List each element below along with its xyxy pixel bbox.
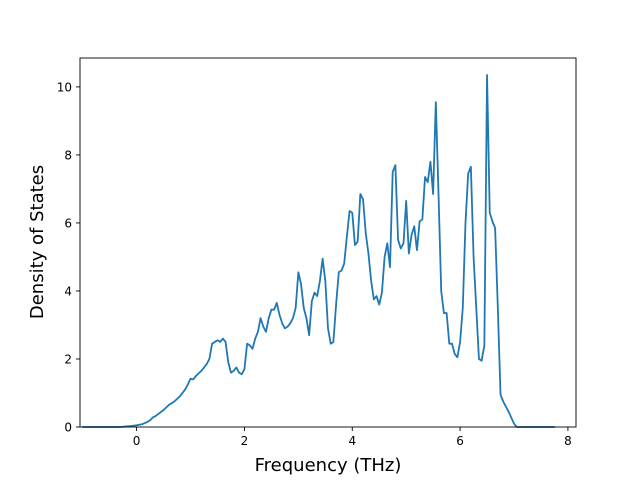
x-tick-label: 0: [133, 434, 141, 448]
y-tick-label: 6: [64, 216, 72, 230]
plot-area: [79, 57, 577, 428]
x-tick-label: 8: [564, 434, 572, 448]
x-tick-label: 4: [348, 434, 356, 448]
x-axis-label: Frequency (THz): [255, 455, 402, 476]
y-axis-label: Density of States: [27, 165, 48, 319]
y-tick-label: 2: [64, 352, 72, 366]
axes-frame: [79, 57, 577, 428]
y-axis-ticks: 0 2 4 6 8 10: [57, 80, 80, 435]
y-tick-label: 10: [57, 80, 72, 94]
y-tick-label: 0: [64, 421, 72, 435]
series-line-density-of-states: [81, 74, 556, 428]
y-tick-label: 8: [64, 148, 72, 162]
x-tick-label: 6: [456, 434, 464, 448]
x-axis-ticks: 0 2 4 6 8: [133, 427, 572, 448]
y-tick-label: 4: [64, 284, 72, 298]
x-tick-label: 2: [241, 434, 249, 448]
